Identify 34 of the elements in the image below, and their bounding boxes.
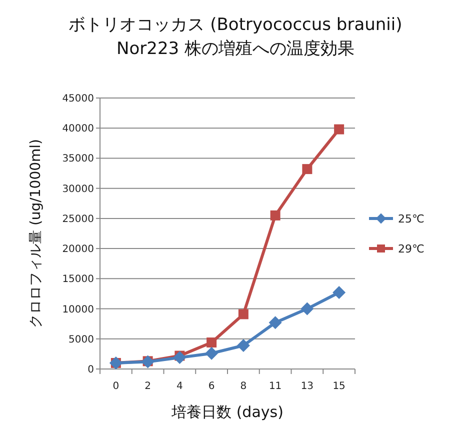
y-tick-label: 35000: [62, 154, 94, 165]
point: [300, 302, 314, 316]
point: [205, 346, 218, 360]
point: [238, 309, 248, 320]
y-tick-label: 30000: [62, 184, 94, 195]
point: [332, 286, 346, 300]
point: [302, 164, 312, 174]
point: [173, 351, 186, 364]
legend-label: 25℃: [398, 212, 424, 226]
x-tick-label: 6: [208, 381, 215, 392]
x-tick-label: 11: [268, 381, 282, 392]
legend-label: 29℃: [398, 242, 424, 256]
y-tick-label: 40000: [62, 124, 94, 135]
y-tick-label: 5000: [68, 334, 94, 346]
point: [270, 210, 280, 220]
y-tick-label: 45000: [62, 94, 94, 104]
y-tick-label: 20000: [62, 244, 94, 256]
y-tick-label: 25000: [62, 214, 94, 225]
x-tick-label: 4: [176, 381, 183, 392]
y-tick-label: 10000: [62, 304, 94, 316]
point: [236, 339, 250, 352]
y-tick-label: 15000: [62, 274, 94, 286]
point: [268, 316, 282, 330]
y-axis-title: クロロフィル量 (ug/1000ml): [28, 138, 44, 328]
x-tick-label: 2: [144, 381, 151, 392]
x-tick-label: 0: [112, 381, 120, 392]
x-tick-label: 15: [332, 381, 346, 392]
x-tick-label: 8: [240, 381, 247, 392]
x-tick-label: 13: [300, 381, 314, 392]
point: [334, 124, 344, 134]
x-axis-title: 培養日数 (days): [170, 403, 284, 421]
point: [206, 338, 217, 348]
y-tick-label: 0: [88, 364, 94, 376]
chart-title: ボトリオコッカス (Botryococcus braunii) Nor223 株の増殖への温度効果: [68, 15, 402, 59]
